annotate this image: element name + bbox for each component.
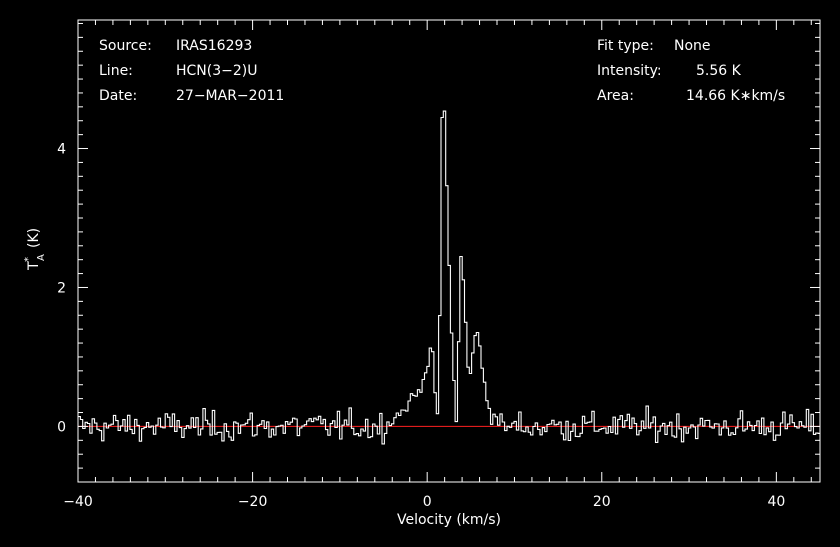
x-tick-label: 20: [593, 494, 611, 510]
intensity-key: Intensity:: [597, 63, 662, 79]
x-tick-label: 40: [767, 494, 785, 510]
y-axis-label-unit: (K): [26, 228, 42, 248]
area-value: 14.66 K∗km/s: [686, 88, 785, 104]
spectrum-series-line: [78, 110, 820, 445]
date-key: Date:: [99, 88, 137, 104]
line-key: Line:: [99, 63, 133, 79]
plot-area: [78, 110, 820, 445]
fit-type-key: Fit type:: [597, 38, 654, 54]
intensity-value: 5.56 K: [696, 63, 742, 79]
y-tick-label: 0: [57, 419, 66, 435]
area-key: Area:: [597, 88, 634, 104]
x-tick-label: 0: [423, 494, 432, 510]
x-tick-label: −20: [238, 494, 268, 510]
plot-frame: [77, 19, 821, 483]
x-axis-label: Velocity (km/s): [397, 512, 501, 528]
fit-type-value: None: [674, 38, 711, 54]
source-value: IRAS16293: [176, 38, 252, 54]
y-axis-label-sup: *: [23, 257, 34, 262]
date-value: 27−MAR−2011: [176, 88, 284, 104]
y-tick-label: 4: [57, 142, 66, 158]
y-axis-label: T * A (K): [23, 228, 47, 271]
axis-ticks: −40 −20 0 20 40 0 2 4: [57, 20, 820, 510]
y-axis-label-symbol: T: [26, 261, 42, 271]
x-tick-label: −40: [63, 494, 93, 510]
source-key: Source:: [99, 38, 152, 54]
line-value: HCN(3−2)U: [176, 63, 258, 79]
y-axis-label-sub: A: [36, 254, 47, 261]
y-tick-label: 2: [57, 280, 66, 296]
